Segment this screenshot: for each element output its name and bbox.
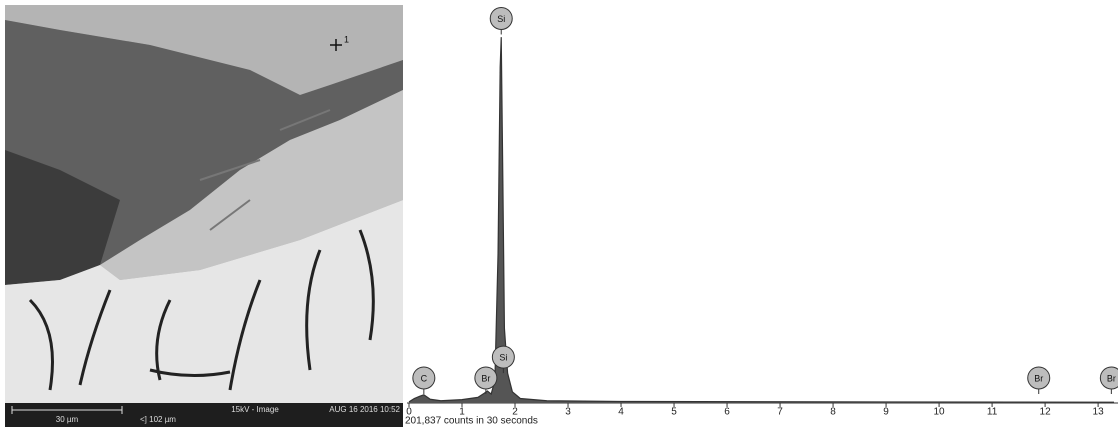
timestamp: AUG 16 2016 10:52	[329, 405, 400, 414]
x-tick-label: 4	[618, 407, 624, 418]
mode: 15kV - Image	[231, 405, 279, 414]
x-tick-label: 6	[724, 407, 730, 418]
peak-label: Br	[1034, 373, 1043, 383]
x-tick-label: 0	[406, 407, 412, 418]
micrograph: 1 30 µm <] 102 µm 15kV - Image AUG 16 20…	[5, 5, 403, 427]
x-tick-label: 12	[1040, 407, 1052, 418]
x-tick-label: 11	[987, 407, 998, 418]
x-tick-label: 1	[459, 407, 465, 418]
x-tick-label: 7	[777, 407, 783, 418]
spectrum-line	[409, 37, 1114, 402]
page: 1 30 µm <] 102 µm 15kV - Image AUG 16 20…	[0, 0, 1118, 427]
peak-label: C	[421, 373, 428, 383]
peak-label: Br	[481, 373, 490, 383]
x-tick-label: 9	[883, 407, 889, 418]
x-tick-label: 8	[830, 407, 836, 418]
x-tick-label: 5	[671, 407, 677, 418]
spectrum-fill	[409, 37, 1114, 403]
field-width: <] 102 µm	[140, 415, 176, 424]
caption: 201,837 counts in 30 seconds	[405, 416, 538, 427]
x-tick-label: 10	[934, 407, 946, 418]
x-tick-label: 13	[1093, 407, 1105, 418]
x-tick-label: 2	[512, 407, 518, 418]
peak-label: Si	[499, 352, 507, 362]
peak-label: Br	[1107, 373, 1116, 383]
x-tick-label: 3	[565, 407, 571, 418]
scale-label: 30 µm	[56, 415, 79, 424]
peak-label: Si	[497, 14, 505, 24]
figure: 1 30 µm <] 102 µm 15kV - Image AUG 16 20…	[0, 0, 1118, 427]
point-label: 1	[344, 34, 349, 44]
